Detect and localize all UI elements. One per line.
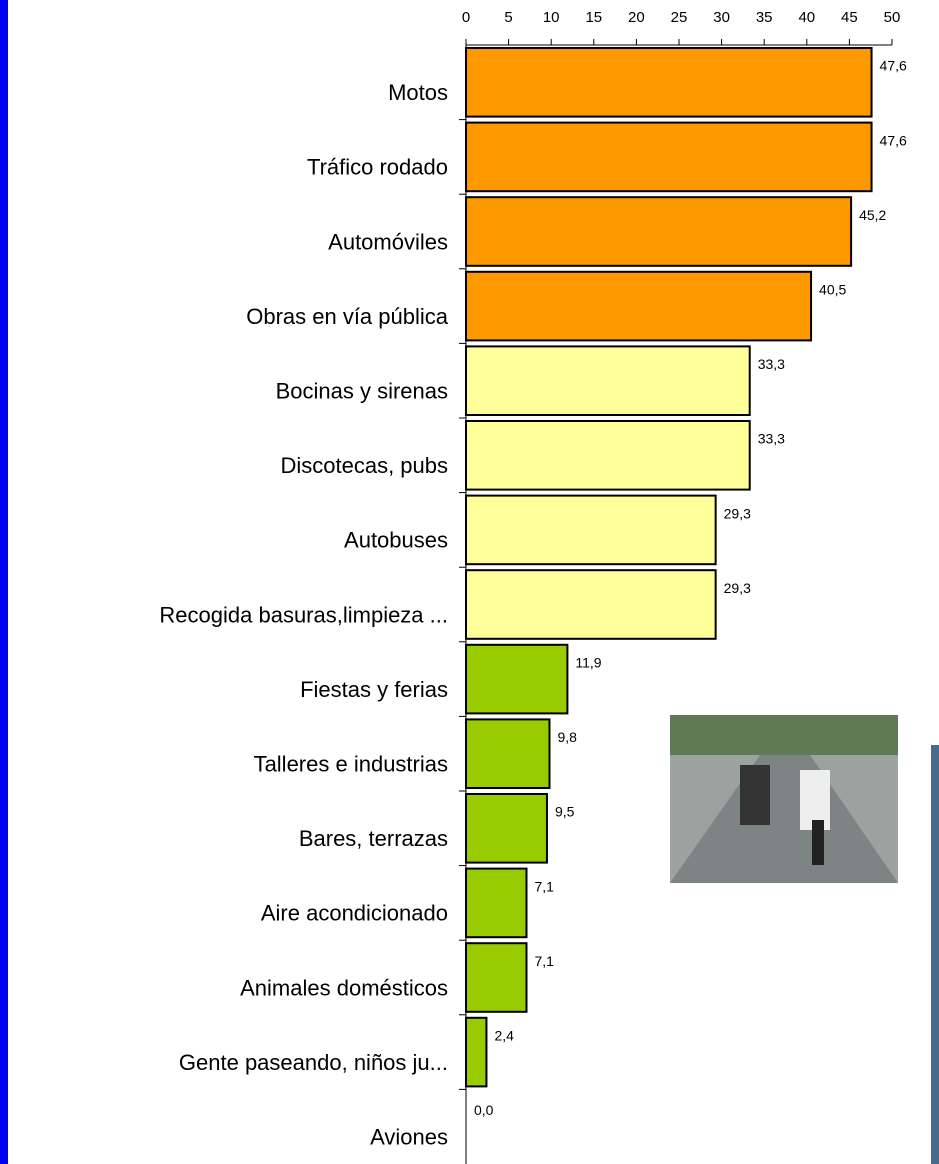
bar	[465, 270, 813, 342]
x-tick-label: 10	[543, 9, 560, 26]
value-label: 29,3	[724, 505, 751, 521]
value-label: 40,5	[819, 282, 846, 298]
category-label: Obras en vía pública	[246, 304, 449, 329]
category-label: Automóviles	[328, 229, 448, 254]
category-label: Aviones	[370, 1125, 448, 1150]
bar	[465, 121, 873, 193]
bar	[465, 47, 873, 118]
x-tick-label: 5	[504, 9, 512, 26]
x-tick-label: 20	[628, 9, 645, 26]
category-label: Fiestas y ferias	[300, 677, 448, 702]
x-tick-label: 50	[884, 9, 901, 26]
left-border	[0, 0, 8, 1164]
bar	[465, 1016, 488, 1088]
x-tick-label: 0	[462, 9, 470, 26]
category-label: Aire acondicionado	[261, 901, 448, 926]
x-tick-label: 40	[798, 9, 815, 26]
value-label: 7,1	[534, 878, 554, 894]
photo	[670, 715, 898, 883]
value-label: 47,6	[880, 58, 907, 74]
category-label: Motos	[388, 80, 448, 105]
right-edge-photo	[931, 745, 939, 1164]
bar	[465, 643, 569, 715]
bar	[465, 793, 548, 864]
category-label: Tráfico rodado	[307, 155, 448, 180]
category-label: Autobuses	[344, 528, 448, 553]
bar	[465, 494, 717, 566]
x-tick-label: 35	[756, 9, 773, 26]
category-label: Gente paseando, niños ju...	[179, 1050, 448, 1075]
value-label: 33,3	[758, 431, 785, 447]
bar	[465, 569, 717, 640]
value-label: 45,2	[859, 207, 886, 223]
bar	[465, 867, 528, 939]
value-label: 9,8	[557, 729, 577, 745]
bar	[465, 345, 751, 416]
category-label: Recogida basuras,limpieza ...	[159, 602, 448, 627]
value-label: 9,5	[555, 804, 575, 820]
x-tick-label: 30	[713, 9, 730, 26]
x-tick-label: 25	[671, 9, 688, 26]
category-label: Talleres e industrias	[254, 752, 448, 777]
value-label: 33,3	[758, 356, 785, 372]
value-label: 11,9	[575, 655, 601, 671]
x-tick-label: 45	[841, 9, 858, 26]
bar	[465, 196, 853, 267]
value-label: 29,3	[724, 580, 751, 596]
value-label: 47,6	[880, 132, 907, 148]
category-label: Animales domésticos	[240, 975, 448, 1000]
value-label: 7,1	[534, 953, 554, 969]
category-label: Discotecas, pubs	[280, 453, 448, 478]
bar	[465, 420, 751, 491]
category-label: Bares, terrazas	[299, 826, 448, 851]
bar	[465, 942, 528, 1013]
value-label: 2,4	[494, 1028, 514, 1044]
category-label: Bocinas y sirenas	[276, 379, 448, 404]
value-label: 0,0	[474, 1102, 494, 1118]
x-tick-label: 15	[585, 9, 602, 26]
bar	[465, 718, 551, 790]
